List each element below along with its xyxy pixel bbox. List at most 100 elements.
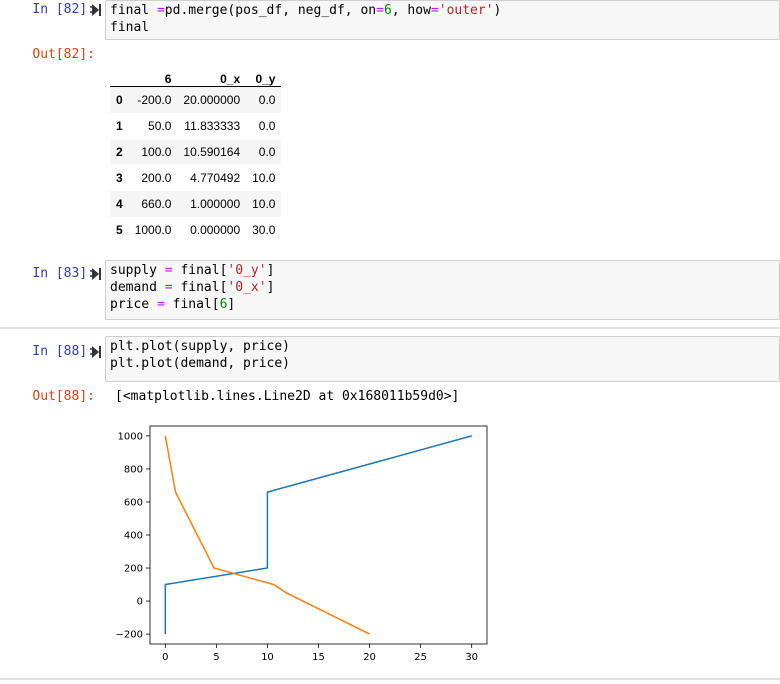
table-cell: 10.0 <box>252 197 276 211</box>
table-cell: 50.0 <box>148 119 172 133</box>
code-token: final[ <box>172 280 228 295</box>
code-token: plt.plot(demand, price) <box>110 356 291 371</box>
series-line-2 <box>164 435 370 635</box>
run-cell-icon[interactable] <box>92 346 101 358</box>
table-cell: 1.000000 <box>190 197 241 211</box>
code-token: 6 <box>383 3 392 18</box>
input-prompt: In [88]: <box>32 344 95 359</box>
code-cell-83[interactable]: In [83]: supply = final['0_y'] demand = f… <box>0 258 780 324</box>
y-tick-label: 0 <box>137 597 143 608</box>
x-tick-label: 5 <box>213 652 219 663</box>
table-cell: 10.0 <box>252 171 276 185</box>
code-token: final <box>110 3 157 18</box>
code-line: price = final[6] <box>110 296 775 313</box>
code-editor[interactable]: supply = final['0_y'] demand = final['0_x… <box>105 260 780 320</box>
code-line: demand = final['0_x'] <box>110 279 775 296</box>
code-token: ] <box>266 263 275 278</box>
table-row: 1 50.0 11.833333 0.0 <box>110 113 281 139</box>
code-token: pd.merge(pos_df, neg_df, on <box>164 3 377 18</box>
table-cell: 4.770492 <box>190 171 241 185</box>
series-line-1 <box>164 435 472 635</box>
code-token: ] <box>266 280 275 295</box>
column-header <box>110 60 129 87</box>
code-token: = <box>430 3 439 18</box>
code-token: demand <box>110 280 165 295</box>
code-cell-88[interactable]: In [88]: plt.plot(supply, price) plt.plot… <box>0 334 780 680</box>
x-tick-label: 25 <box>414 652 427 663</box>
input-prompt: In [82]: <box>32 2 95 17</box>
column-header: 0_x <box>177 60 247 87</box>
row-index: 2 <box>116 145 123 159</box>
code-token: '0_y' <box>227 263 267 278</box>
row-index: 1 <box>116 119 123 133</box>
table-cell: 100.0 <box>141 145 172 159</box>
x-tick-label: 10 <box>261 652 274 663</box>
table-row: 3 200.0 4.770492 10.0 <box>110 165 281 191</box>
line-chart: 0 5 10 15 20 25 30 −200 0 200 400 600 800 1000 <box>116 425 488 663</box>
output-prompt: Out[88]: <box>32 389 95 404</box>
code-token: 6 <box>219 297 228 312</box>
table-row: 0 -200.0 20.000000 0.0 <box>110 86 282 113</box>
code-token: = <box>156 3 165 18</box>
code-line: supply = final['0_y'] <box>110 262 775 279</box>
row-index: 5 <box>116 223 123 237</box>
row-index: 0 <box>116 93 123 107</box>
column-header: 6 <box>128 60 178 87</box>
table-cell: 660.0 <box>141 197 172 211</box>
table-cell: 0.0 <box>258 119 276 133</box>
table-cell: 20.000000 <box>183 93 241 107</box>
code-token: 'outer' <box>438 3 494 18</box>
code-token: final <box>110 20 150 35</box>
code-token: = <box>156 297 165 312</box>
code-editor[interactable]: final =pd.merge(pos_df, neg_df, on=6, ho… <box>105 0 780 40</box>
code-token: ] <box>227 297 236 312</box>
code-token: = <box>376 3 384 18</box>
code-token: = <box>164 280 173 295</box>
table-cell: 10.590164 <box>183 145 241 159</box>
code-token: , how <box>391 3 431 18</box>
table-row: 4 660.0 1.000000 10.0 <box>110 191 282 217</box>
run-cell-icon[interactable] <box>92 268 101 280</box>
dataframe-table: 6 0_x 0_y 0 -200.0 20.000000 0.0 1 50.0 11.83333… <box>110 60 282 243</box>
code-token: plt.plot(supply, price) <box>110 339 291 354</box>
x-tick-label: 15 <box>312 652 325 663</box>
y-tick-label: −200 <box>116 630 143 641</box>
table-cell: 0.0 <box>258 145 276 159</box>
table-cell: 11.833333 <box>184 119 241 133</box>
code-line: final <box>110 19 775 36</box>
code-token: final[ <box>164 297 220 312</box>
x-tick-label: 30 <box>465 652 478 663</box>
code-cell-82[interactable]: In [82]: final =pd.merge(pos_df, neg_df,… <box>0 0 780 250</box>
input-prompt: In [83]: <box>32 266 95 281</box>
table-cell: -200.0 <box>137 93 172 107</box>
table-cell: 1000.0 <box>134 223 172 237</box>
run-cell-icon[interactable] <box>92 4 101 16</box>
row-index: 4 <box>116 197 123 211</box>
table-cell: 0.000000 <box>190 223 241 237</box>
y-tick-label: 400 <box>124 531 143 542</box>
cell-separator <box>0 678 780 680</box>
output-text: [<matplotlib.lines.Line2D at 0x168011b59… <box>115 389 460 404</box>
x-tick-label: 20 <box>363 652 376 663</box>
code-token: final[ <box>172 263 228 278</box>
table-row: 5 1000.0 0.000000 30.0 <box>110 217 281 243</box>
code-line: plt.plot(supply, price) <box>110 338 775 355</box>
y-tick-label: 200 <box>124 564 143 575</box>
code-token: '0_x' <box>227 280 267 295</box>
output-prompt: Out[82]: <box>32 47 95 62</box>
x-tick-label: 0 <box>162 652 168 663</box>
table-cell: 30.0 <box>252 223 276 237</box>
row-index: 3 <box>116 171 123 185</box>
code-token: ) <box>493 3 502 18</box>
code-token: = <box>164 263 173 278</box>
table-cell: 0.0 <box>258 93 276 107</box>
code-token: price <box>110 297 157 312</box>
code-editor[interactable]: plt.plot(supply, price) plt.plot(demand, … <box>105 336 780 382</box>
y-tick-label: 1000 <box>118 431 143 442</box>
y-tick-label: 800 <box>124 464 143 475</box>
table-row: 2 100.0 10.590164 0.0 <box>110 139 282 165</box>
column-header: 0_y <box>246 60 282 87</box>
code-line: plt.plot(demand, price) <box>110 355 775 372</box>
plot-area <box>149 425 488 645</box>
cell-separator <box>0 327 780 329</box>
